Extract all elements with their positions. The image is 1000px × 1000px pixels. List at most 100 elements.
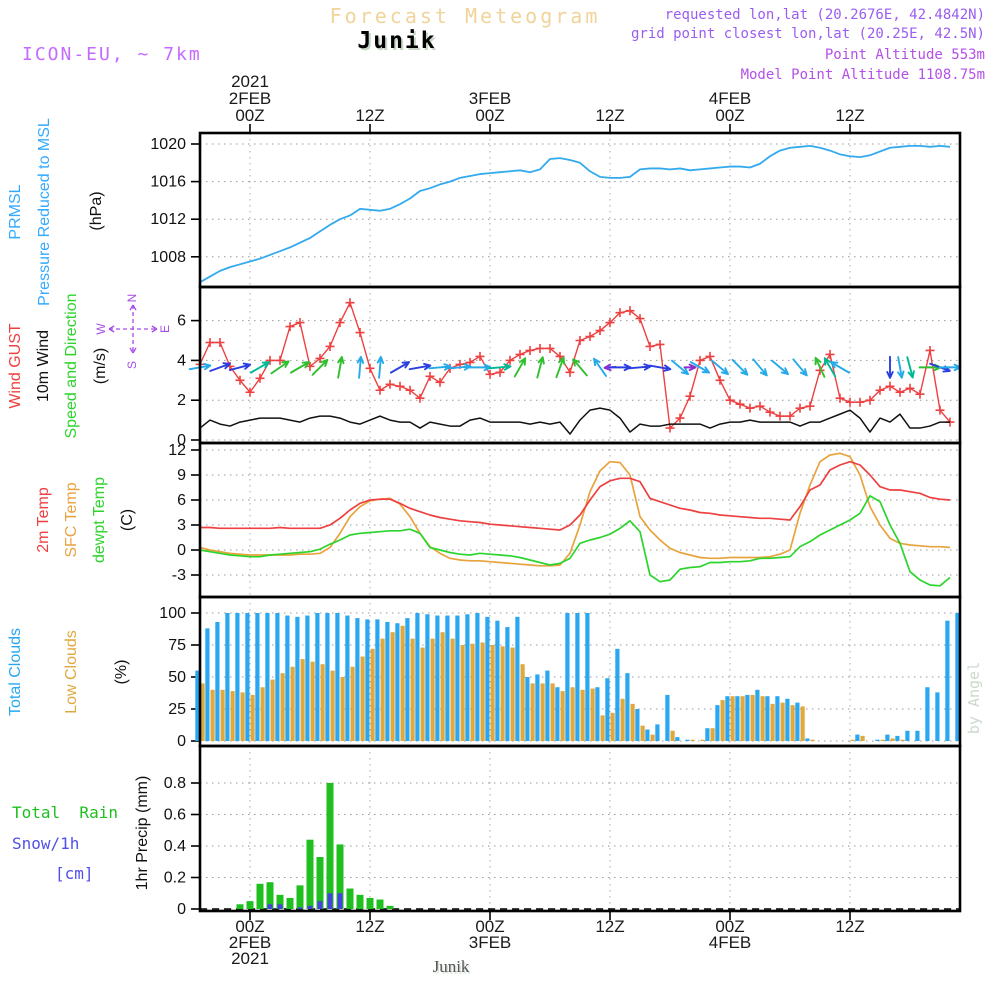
wind-arrow [608,363,632,372]
low-cloud-bar [670,730,675,741]
wind-arrow [593,357,607,377]
low-cloud-bar [500,646,505,741]
wind-arrow [731,358,749,376]
total-cloud-bar [595,687,600,741]
total-cloud-bar [475,613,480,741]
model-point-altitude: Model Point Altitude 1108.75m [740,67,985,83]
low-cloud-bar [720,700,725,741]
top-tick-label: 00Z [235,106,264,125]
total-cloud-bar [575,613,580,741]
wind-arrow [671,359,689,376]
wind-arrow [752,358,768,377]
total-cloud-bar [585,613,590,741]
total-cloud-bar [345,615,350,741]
low-cloud-bar [380,638,385,741]
ytick-temp: 6 [177,492,186,509]
ytick-clouds: 75 [168,637,186,654]
rain-bar [326,783,334,909]
label-cm-unit: [cm] [55,864,94,883]
low-cloud-bar [300,659,305,741]
total-cloud-bar [305,615,310,741]
low-cloud-bar [230,691,235,741]
low-cloud-bar [880,739,885,741]
wind-arrow [209,362,231,372]
total-cloud-bar [365,619,370,741]
low-cloud-bar [630,703,635,741]
total-cloud-bar [445,615,450,741]
bottom-tick-label: 2FEB [229,933,272,952]
ytick-precip: 0.8 [164,775,186,792]
snow-bar [317,901,323,909]
label-total-rain: Total Rain [12,803,118,822]
top-tick-label: 00Z [475,106,504,125]
low-cloud-bar [260,687,265,741]
wind-arrow [428,363,452,371]
wind-arrow [389,361,411,374]
ytick-clouds: 0 [177,733,186,750]
rain-bar [336,844,344,909]
compass-letter: W [94,323,108,335]
wind-arrow [270,360,290,375]
low-cloud-bar [730,696,735,741]
low-cloud-bar [210,689,215,741]
total-cloud-bar [415,613,420,741]
low-cloud-bar [480,642,485,741]
bottom-tick-label: 12Z [355,917,384,936]
low-cloud-bar [610,712,615,741]
panel-precip: 0 0.2 0.4 0.6 0.8 [164,744,962,918]
total-cloud-bar [545,670,550,741]
wind-arrow [289,361,311,374]
low-cloud-bar [270,679,275,741]
low-cloud-bar [370,648,375,741]
compass-rose: N S W E [94,294,172,369]
ytick-precip: 0.6 [164,807,186,824]
total-cloud-bar [915,730,920,741]
low-cloud-bar [330,670,335,741]
wind-arrow [572,358,588,377]
requested-coords: requested lon,lat (20.2676E, 42.4842N) [664,7,985,23]
total-cloud-bar [275,613,280,741]
ytick-wind: 0 [177,432,186,449]
rain-bar [256,883,264,909]
low-cloud-bar [710,728,715,741]
low-cloud-bar [310,661,315,741]
ytick-temp: -3 [172,567,186,584]
top-tick-label: 2FEB [229,89,272,108]
low-cloud-bar [690,739,695,741]
total-cloud-bar [505,627,510,741]
low-cloud-bar [760,696,765,741]
total-cloud-bar [425,614,430,741]
total-cloud-bar [375,619,380,741]
low-cloud-bar [700,739,705,741]
bottom-tick-label: 00Z [235,917,264,936]
grid-point-coords: grid point closest lon,lat (20.25E, 42.5… [630,26,985,42]
low-cloud-bar [290,666,295,741]
wind-arrow [897,356,905,379]
compass-letter: E [158,325,172,333]
total-cloud-bar [935,692,940,741]
time-axis: 20212FEB00Z00Z2FEB202112Z12Z3FEB00Z00Z3F… [229,72,865,968]
total-cloud-bar [555,687,560,741]
rain-bar [376,899,384,909]
rain-bar [366,897,374,909]
rain-bar [296,885,304,909]
total-cloud-bar [515,616,520,741]
rain-bar [346,888,354,909]
total-cloud-bar [735,696,740,741]
low-cloud-bar [520,664,525,741]
low-cloud-bar [850,739,855,741]
bottom-tick-label: 00Z [715,917,744,936]
total-cloud-bar [905,730,910,741]
low-cloud-bar [510,647,515,741]
total-cloud-bar [725,696,730,741]
low-cloud-bar [800,706,805,741]
wind-arrow [648,364,672,372]
total-cloud-bar [225,613,230,741]
low-cloud-bar [320,664,325,741]
wind-arrow [886,355,894,379]
credit-label: by Angel [965,661,983,735]
wind-arrow [408,362,432,371]
bottom-tick-label: 2021 [231,949,269,968]
bottom-tick-label: 4FEB [709,933,752,952]
ytick-temp: 9 [177,467,186,484]
